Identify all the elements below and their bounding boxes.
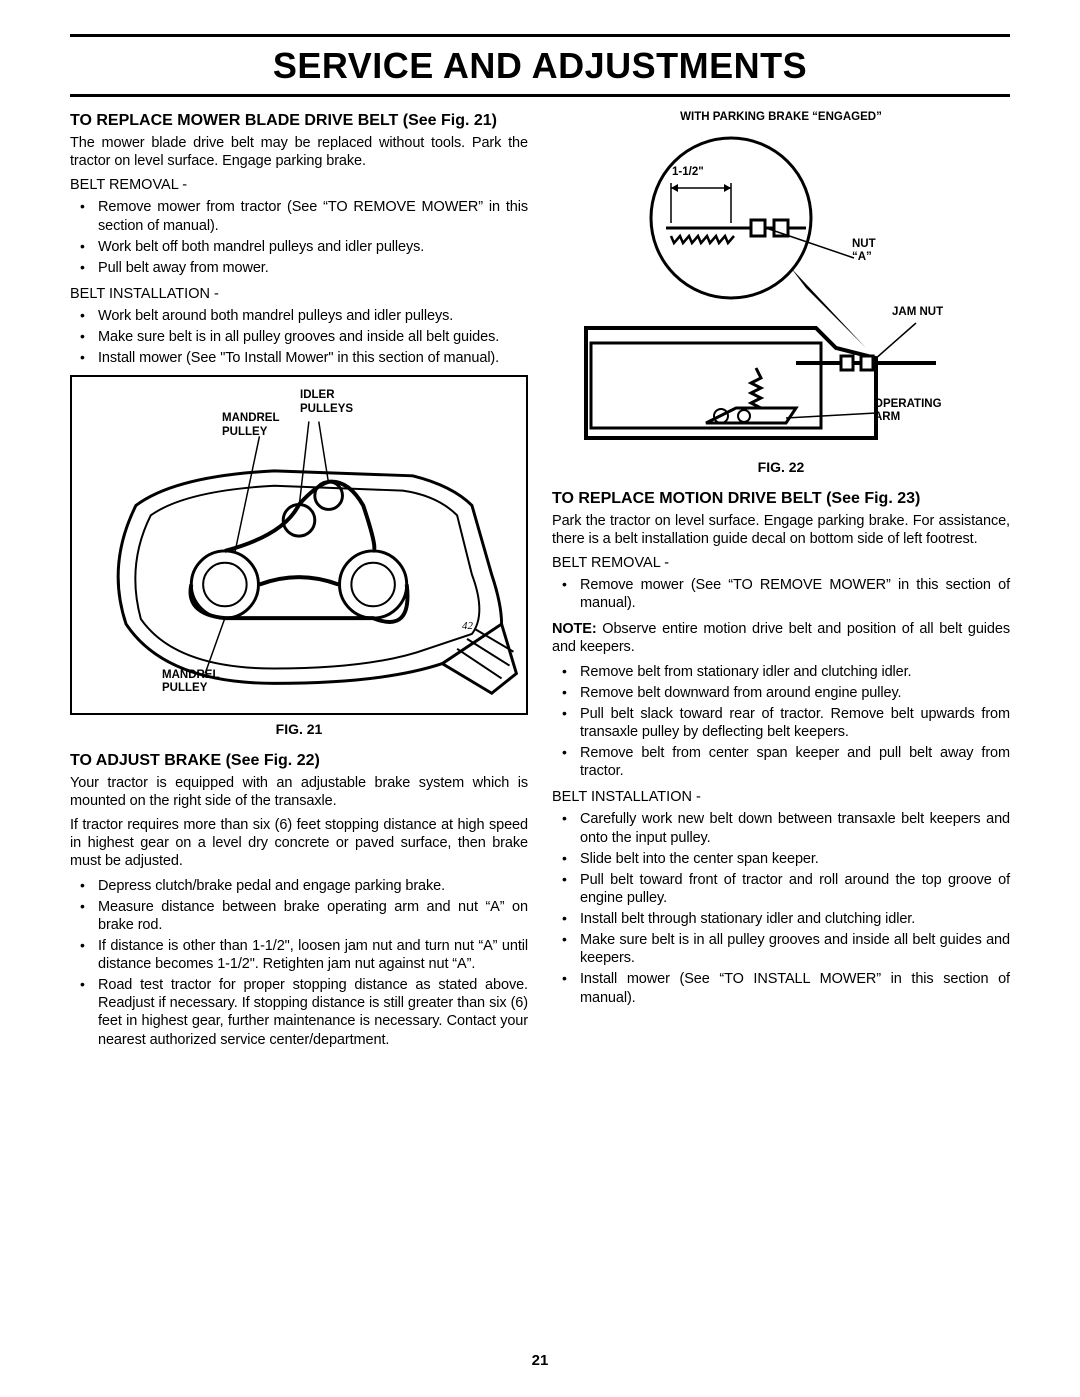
fig21-svg: 42 xyxy=(72,377,526,713)
label-motion-removal: BELT REMOVAL - xyxy=(552,554,1010,572)
list-item: Pull belt toward front of tractor and ro… xyxy=(580,871,1010,907)
note-prefix: NOTE: xyxy=(552,621,597,637)
list-motion-removal-a: Remove mower (See “TO REMOVE MOWER” in t… xyxy=(552,576,1010,612)
label-jam-nut: JAM NUT xyxy=(892,306,943,319)
list-item: Install belt through stationary idler an… xyxy=(580,910,1010,928)
caption-fig22: FIG. 22 xyxy=(552,459,1010,477)
intro-blade-belt: The mower blade drive belt may be replac… xyxy=(70,134,528,170)
list-item: Measure distance between brake operating… xyxy=(98,898,528,934)
list-item: Slide belt into the center span keeper. xyxy=(580,850,1010,868)
heading-motion-belt: TO REPLACE MOTION DRIVE BELT (See Fig. 2… xyxy=(552,489,1010,509)
list-adjust-brake: Depress clutch/brake pedal and engage pa… xyxy=(70,877,528,1049)
list-item: Remove belt from center span keeper and … xyxy=(580,744,1010,780)
list-item: Install mower (See “TO INSTALL MOWER” in… xyxy=(580,970,1010,1006)
list-item: If distance is other than 1-1/2", loosen… xyxy=(98,937,528,973)
label-motion-install: BELT INSTALLATION - xyxy=(552,788,1010,806)
list-motion-removal-b: Remove belt from stationary idler and cl… xyxy=(552,663,1010,781)
list-item: Depress clutch/brake pedal and engage pa… xyxy=(98,877,528,895)
list-item: Pull belt away from mower. xyxy=(98,259,528,277)
list-motion-install: Carefully work new belt down between tra… xyxy=(552,810,1010,1006)
intro-motion-belt: Park the tractor on level surface. Engag… xyxy=(552,512,1010,548)
label-parking-brake: WITH PARKING BRAKE “ENGAGED” xyxy=(552,111,1010,124)
list-blade-removal: Remove mower from tractor (See “TO REMOV… xyxy=(70,198,528,277)
list-item: Install mower (See "To Install Mower" in… xyxy=(98,349,528,367)
page-number: 21 xyxy=(0,1352,1080,1371)
list-item: Make sure belt is in all pulley grooves … xyxy=(580,931,1010,967)
title-underline xyxy=(70,94,1010,97)
list-item: Remove mower from tractor (See “TO REMOV… xyxy=(98,198,528,234)
label-measure: 1-1/2" xyxy=(672,166,704,179)
right-column: WITH PARKING BRAKE “ENGAGED” xyxy=(552,111,1010,1057)
list-blade-install: Work belt around both mandrel pulleys an… xyxy=(70,307,528,367)
label-operating-arm: OPERATING ARM xyxy=(874,398,942,424)
label-idler-pulleys: IDLER PULLEYS xyxy=(300,389,353,415)
content-columns: TO REPLACE MOWER BLADE DRIVE BELT (See F… xyxy=(70,111,1010,1057)
list-item: Pull belt slack toward rear of tractor. … xyxy=(580,705,1010,741)
list-item: Work belt off both mandrel pulleys and i… xyxy=(98,238,528,256)
brake-p2: If tractor requires more than six (6) fe… xyxy=(70,816,528,870)
left-column: TO REPLACE MOWER BLADE DRIVE BELT (See F… xyxy=(70,111,528,1057)
list-item: Remove belt downward from around engine … xyxy=(580,684,1010,702)
heading-adjust-brake: TO ADJUST BRAKE (See Fig. 22) xyxy=(70,751,528,771)
note-text: Observe entire motion drive belt and pos… xyxy=(552,621,1010,655)
heading-replace-blade-belt: TO REPLACE MOWER BLADE DRIVE BELT (See F… xyxy=(70,111,528,131)
label-nut-a: NUT “A” xyxy=(852,238,876,264)
list-item: Road test tractor for proper stopping di… xyxy=(98,976,528,1049)
label-belt-removal: BELT REMOVAL - xyxy=(70,176,528,194)
figure-22: 1-1/2" NUT “A” JAM NUT OPERATING ARM xyxy=(552,128,1010,453)
list-item: Make sure belt is in all pulley grooves … xyxy=(98,328,528,346)
list-item: Carefully work new belt down between tra… xyxy=(580,810,1010,846)
list-item: Remove belt from stationary idler and cl… xyxy=(580,663,1010,681)
caption-fig21: FIG. 21 xyxy=(70,721,528,739)
figure-21: 42 IDLER PULLEYS MANDREL PULLEY MANDREL … xyxy=(70,375,528,715)
list-item: Remove mower (See “TO REMOVE MOWER” in t… xyxy=(580,576,1010,612)
brake-p1: Your tractor is equipped with an adjusta… xyxy=(70,774,528,810)
page-title: SERVICE AND ADJUSTMENTS xyxy=(70,43,1010,88)
svg-text:42: 42 xyxy=(462,620,473,632)
label-belt-install: BELT INSTALLATION - xyxy=(70,285,528,303)
top-rule xyxy=(70,34,1010,37)
list-item: Work belt around both mandrel pulleys an… xyxy=(98,307,528,325)
note-motion: NOTE: Observe entire motion drive belt a… xyxy=(552,620,1010,656)
label-mandrel-top: MANDREL PULLEY xyxy=(222,412,280,438)
label-mandrel-bottom: MANDREL PULLEY xyxy=(162,669,220,695)
